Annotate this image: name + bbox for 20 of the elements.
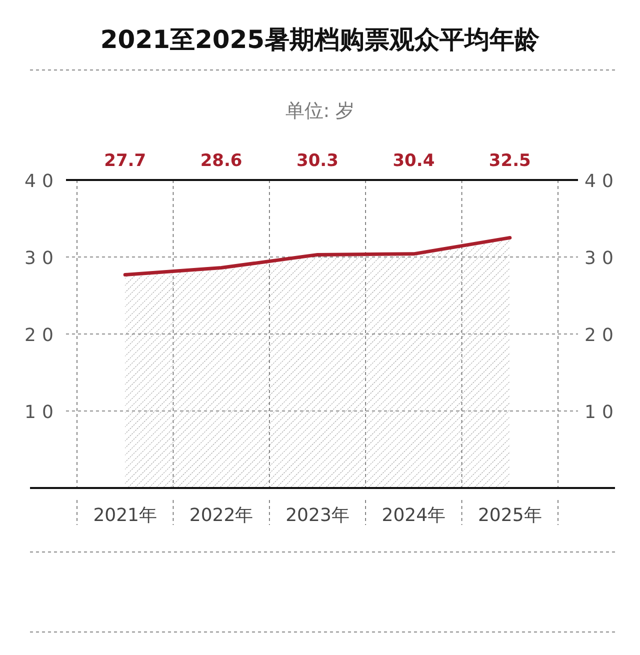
y-tick-label: 40 [24, 171, 60, 192]
text: 27.7 [104, 151, 146, 171]
y2-tick-label: 10 [584, 402, 620, 423]
y2-tick-label: 40 [584, 171, 620, 192]
text: 28.6 [200, 151, 242, 171]
y2-tick-label: 20 [584, 325, 620, 346]
y2-tick-label: 30 [584, 248, 620, 269]
x-tick-label: 2025年 [478, 505, 542, 526]
x-tick-label: 2023年 [286, 505, 350, 526]
x-tick-label: 2022年 [189, 505, 254, 526]
chart-subtitle: 单位: 岁 [285, 100, 355, 122]
chart-title: 2021至2025暑期档购票观众平均年龄 [100, 25, 541, 54]
y-tick-label: 20 [24, 325, 60, 346]
y-tick-label: 10 [24, 402, 60, 423]
x-tick-label: 2021年 [93, 505, 158, 526]
x-tick-label: 2024年 [382, 505, 446, 526]
text: 32.5 [488, 151, 531, 171]
y-tick-label: 30 [24, 248, 60, 269]
text: 30.3 [296, 151, 338, 171]
text: 30.4 [392, 151, 435, 171]
